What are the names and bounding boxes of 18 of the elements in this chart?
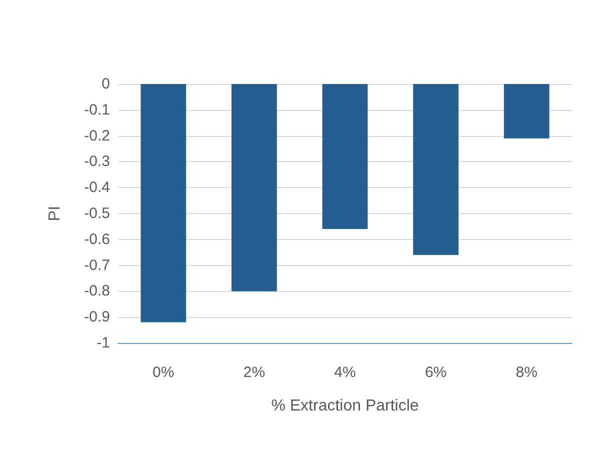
y-tick-label: -0.9: [84, 308, 110, 326]
x-tick-label: 6%: [424, 364, 447, 381]
y-tick-label: -0.5: [84, 205, 110, 222]
x-tick-label: 8%: [516, 364, 538, 381]
x-tick-label: 4%: [334, 364, 356, 381]
y-tick-label: 0: [102, 76, 110, 92]
y-tick-label: -1: [96, 334, 110, 352]
y-tick-label: -0.3: [84, 153, 110, 170]
y-tick-label: -0.1: [84, 101, 110, 118]
y-tick-label: -0.8: [84, 282, 110, 300]
x-axis-title: % Extraction Particle: [271, 398, 419, 414]
y-tick-label: -0.6: [84, 230, 110, 248]
x-tick-label: 2%: [243, 364, 266, 381]
y-axis-title: PI: [46, 206, 64, 222]
y-tick-label: -0.4: [84, 179, 110, 196]
x-tick-label: 0%: [152, 364, 174, 381]
y-tick-label: -0.2: [84, 127, 110, 144]
y-tick-label: -0.7: [84, 256, 110, 274]
